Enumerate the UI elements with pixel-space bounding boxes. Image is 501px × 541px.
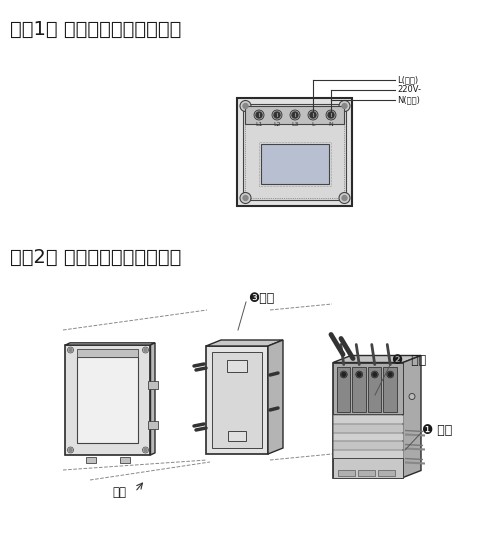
Circle shape xyxy=(371,371,378,378)
Text: L3: L3 xyxy=(291,122,299,127)
Circle shape xyxy=(340,371,347,378)
Polygon shape xyxy=(212,352,262,448)
Circle shape xyxy=(69,348,72,352)
Bar xyxy=(245,106,345,124)
Polygon shape xyxy=(206,340,283,346)
Circle shape xyxy=(342,373,346,377)
Circle shape xyxy=(69,448,72,452)
Text: ❷  螺丝: ❷ 螺丝 xyxy=(392,353,426,366)
Polygon shape xyxy=(338,470,355,476)
Circle shape xyxy=(144,348,147,352)
Polygon shape xyxy=(78,349,138,357)
Circle shape xyxy=(387,371,394,378)
Text: ❶ 导线: ❶ 导线 xyxy=(422,424,452,437)
Polygon shape xyxy=(333,362,403,414)
Polygon shape xyxy=(333,415,403,423)
Bar xyxy=(259,142,331,186)
Circle shape xyxy=(409,393,415,399)
Text: （图2） 联动灯光控制器安装图: （图2） 联动灯光控制器安装图 xyxy=(10,248,181,267)
Circle shape xyxy=(339,101,350,111)
Circle shape xyxy=(254,110,264,120)
Circle shape xyxy=(388,373,392,377)
Text: L: L xyxy=(311,122,315,127)
Polygon shape xyxy=(368,366,381,412)
Circle shape xyxy=(243,103,248,109)
Circle shape xyxy=(272,110,282,120)
Polygon shape xyxy=(228,431,246,441)
Text: 220V-: 220V- xyxy=(397,85,421,95)
Polygon shape xyxy=(120,457,130,463)
Circle shape xyxy=(292,112,298,118)
Text: （图1） 联动灯光控制器接线图: （图1） 联动灯光控制器接线图 xyxy=(10,20,181,39)
Text: 面盖: 面盖 xyxy=(112,486,126,499)
Polygon shape xyxy=(227,360,247,372)
Circle shape xyxy=(339,193,350,203)
Bar xyxy=(237,98,353,206)
Circle shape xyxy=(240,101,251,111)
Circle shape xyxy=(308,110,318,120)
Polygon shape xyxy=(150,343,155,455)
Circle shape xyxy=(142,347,148,353)
Polygon shape xyxy=(148,381,158,389)
Circle shape xyxy=(256,112,262,118)
Polygon shape xyxy=(78,357,138,443)
Polygon shape xyxy=(66,345,150,455)
Circle shape xyxy=(373,373,377,377)
Polygon shape xyxy=(403,355,421,478)
Circle shape xyxy=(342,195,347,201)
Circle shape xyxy=(310,112,316,118)
Circle shape xyxy=(342,103,347,109)
Bar xyxy=(261,144,329,184)
Circle shape xyxy=(357,373,361,377)
Circle shape xyxy=(326,110,336,120)
Polygon shape xyxy=(333,450,403,458)
Polygon shape xyxy=(333,362,403,478)
Text: L1: L1 xyxy=(256,122,263,127)
Polygon shape xyxy=(353,366,366,412)
Text: N(零线): N(零线) xyxy=(397,96,420,104)
Circle shape xyxy=(142,447,148,453)
Circle shape xyxy=(240,193,251,203)
Circle shape xyxy=(274,112,280,118)
Circle shape xyxy=(243,195,248,201)
Polygon shape xyxy=(206,346,268,454)
Polygon shape xyxy=(383,366,397,412)
Polygon shape xyxy=(148,421,158,429)
Polygon shape xyxy=(66,343,155,345)
Circle shape xyxy=(68,347,74,353)
Polygon shape xyxy=(268,340,283,454)
Circle shape xyxy=(68,447,74,453)
Text: L2: L2 xyxy=(273,122,281,127)
Circle shape xyxy=(290,110,300,120)
Polygon shape xyxy=(358,470,375,476)
Text: ❸螺丝: ❸螺丝 xyxy=(248,292,274,305)
Polygon shape xyxy=(333,424,403,432)
Circle shape xyxy=(356,371,363,378)
Text: N: N xyxy=(329,122,333,127)
Polygon shape xyxy=(333,458,403,478)
Bar xyxy=(243,104,347,200)
Polygon shape xyxy=(333,355,421,362)
Polygon shape xyxy=(333,441,403,449)
Text: L(火线): L(火线) xyxy=(397,76,418,84)
Bar xyxy=(245,106,345,198)
Polygon shape xyxy=(86,457,96,463)
Polygon shape xyxy=(337,366,351,412)
Polygon shape xyxy=(378,470,395,476)
Circle shape xyxy=(328,112,334,118)
Circle shape xyxy=(144,448,147,452)
Polygon shape xyxy=(333,433,403,440)
